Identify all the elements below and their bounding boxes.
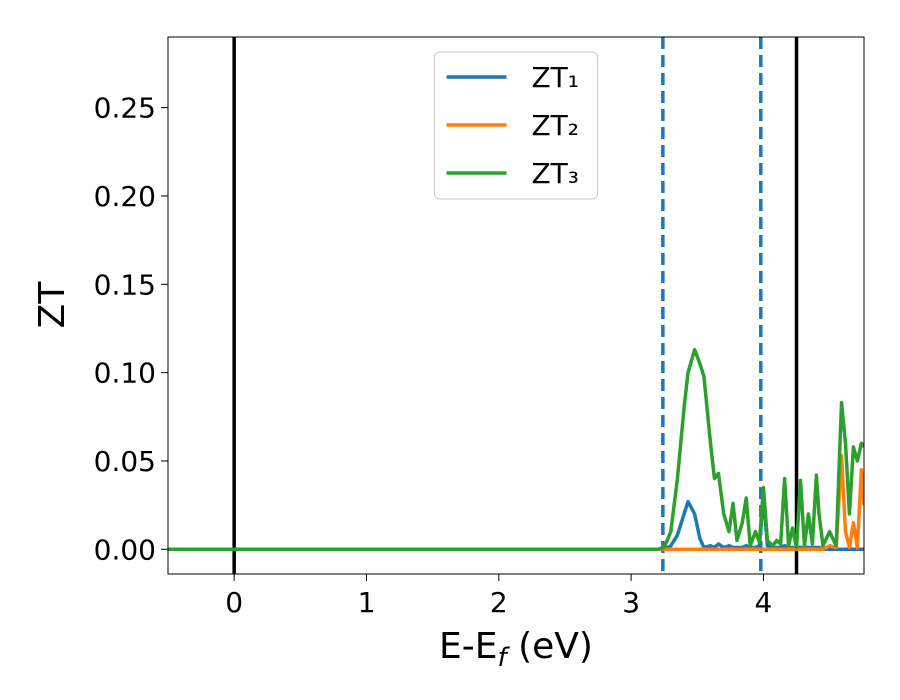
legend-label: ZT₁ [532,61,580,94]
x-label-part: E-E [439,626,497,667]
plot-area [168,37,864,574]
plot-frame [167,36,865,575]
y-tick-label: 0.10 [94,357,156,390]
y-tick-label: 0.20 [94,180,156,213]
x-tick-label: 2 [490,586,508,619]
legend-label: ZT₂ [532,109,580,142]
legend-label: ZT₃ [532,157,580,190]
x-tick-label: 1 [358,586,376,619]
y-tick-label: 0.05 [94,445,156,478]
y-tick-label: 0.15 [94,268,156,301]
y-axis-label: ZT [32,281,73,329]
y-tick-label: 0.25 [94,92,156,125]
x-axis-label: E-Ef (eV) [439,626,593,673]
x-tick-label: 4 [755,586,773,619]
legend-box [434,51,598,200]
series-line [168,453,864,552]
x-label-part: (eV) [507,626,593,667]
y-tick-label: 0.00 [94,533,156,566]
series-line [168,347,864,552]
x-tick-label: 0 [225,586,243,619]
x-tick-label: 3 [622,586,640,619]
